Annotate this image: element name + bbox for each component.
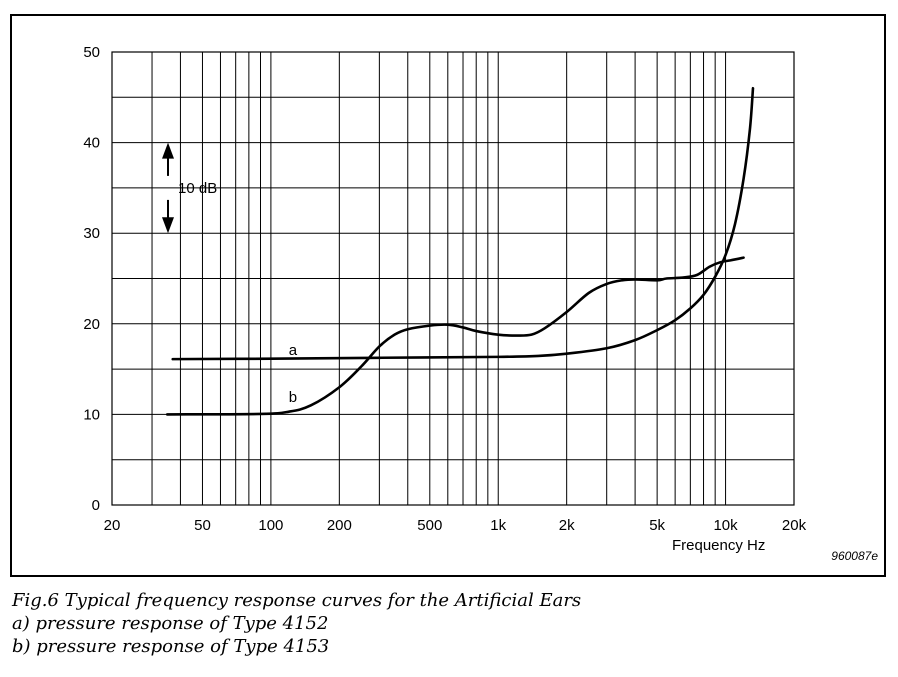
x-tick-label: 5k (649, 517, 665, 534)
y-tick-label: 0 (92, 497, 100, 514)
caption-a: a) pressure response of Type 4152 (12, 613, 329, 634)
y-tick-label: 40 (83, 135, 100, 152)
y-tick-label: 30 (83, 225, 100, 242)
plot-border (111, 51, 795, 506)
x-tick-label: 1k (490, 517, 506, 534)
scale-marker: 10 dB (162, 142, 217, 234)
x-tick-label: 500 (417, 517, 442, 534)
x-tick-label: 200 (327, 517, 352, 534)
figure-code: 960087e (831, 549, 878, 563)
chart-frame (10, 14, 886, 577)
series-line-a (171, 86, 755, 361)
y-tick-label: 10 (83, 406, 100, 423)
arrow-up-icon (162, 142, 174, 159)
x-tick-label: 20 (104, 517, 121, 534)
axes: 20 50 100 200 500 1k 2k 5k 10k 20k 0 10 20 30 40 50 (83, 44, 806, 534)
x-tick-label: 100 (258, 517, 283, 534)
y-tick-label: 20 (83, 316, 100, 333)
x-tick-label: 2k (559, 517, 575, 534)
series-label-b: b (289, 389, 297, 406)
x-tick-label: 20k (782, 517, 807, 534)
y-tick-label: 50 (83, 44, 100, 61)
caption-b: b) pressure response of Type 4153 (12, 636, 330, 657)
arrow-down-icon (162, 217, 174, 234)
figure-caption: Fig.6 Typical frequency response curves … (12, 589, 882, 658)
x-tick-label: 10k (713, 517, 738, 534)
series: ab (165, 86, 755, 416)
x-axis-label: Frequency Hz (672, 537, 765, 554)
series-line-b (165, 256, 745, 416)
caption-title: Fig.6 Typical frequency response curves … (12, 590, 582, 611)
grid (111, 51, 795, 506)
series-label-a: a (289, 342, 298, 359)
scale-marker-label: 10 dB (178, 180, 217, 197)
x-tick-label: 50 (194, 517, 211, 534)
